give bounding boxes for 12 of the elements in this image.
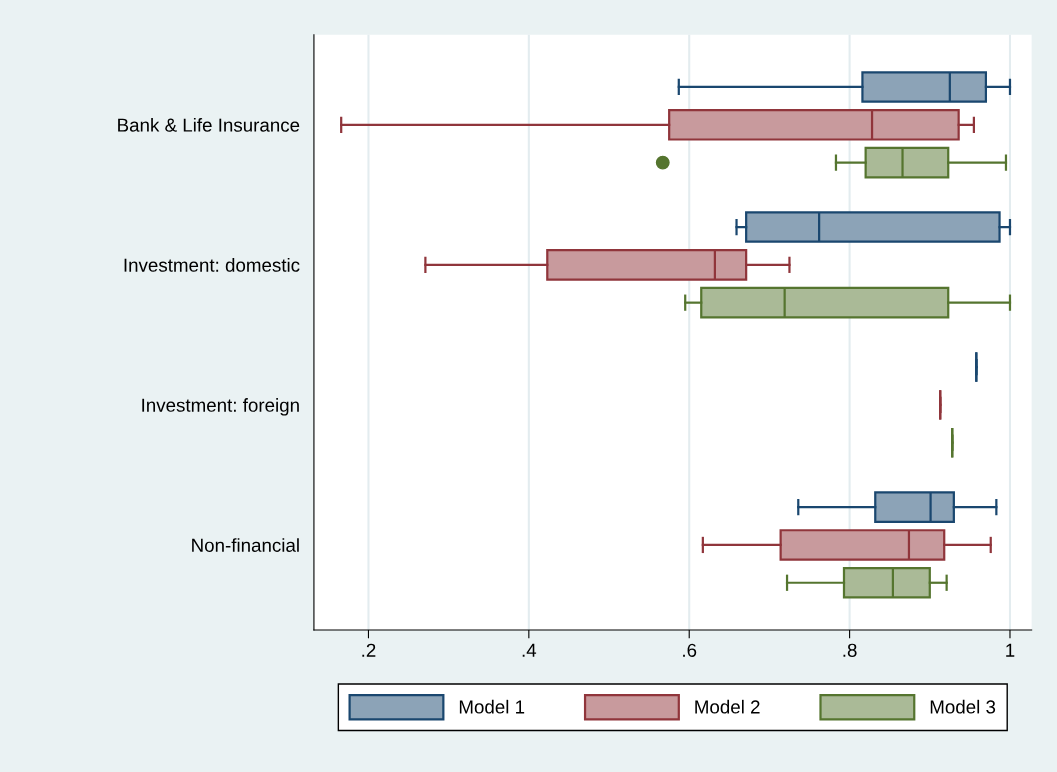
y-tick-label: Investment: domestic xyxy=(124,258,300,272)
legend-label: Model 3 xyxy=(930,699,996,714)
x-tick-label: .8 xyxy=(843,643,857,657)
x-tick-label: .2 xyxy=(362,643,376,657)
y-tick-label: Bank & Life Insurance xyxy=(118,118,300,132)
y-tick-label: Non-financial xyxy=(192,538,299,552)
legend-label: Model 2 xyxy=(695,699,760,714)
x-tick-label: .4 xyxy=(522,643,537,657)
y-tick-label: Investment: foreign xyxy=(142,398,299,416)
legend-label: Model 1 xyxy=(459,699,525,714)
x-tick-label: .6 xyxy=(683,643,697,657)
x-tick-label: 1 xyxy=(1006,643,1015,657)
